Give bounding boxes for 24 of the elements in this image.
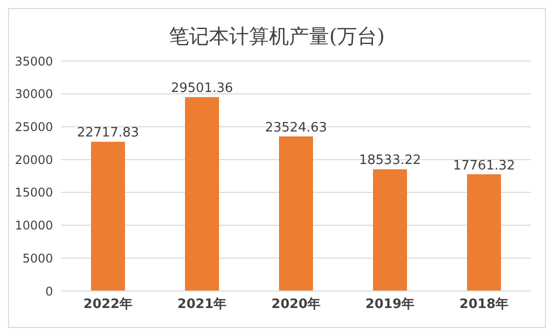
x-tick-label: 2022年 xyxy=(83,297,133,312)
y-tick-label: 10000 xyxy=(14,218,53,233)
data-label: 23524.63 xyxy=(264,120,328,136)
y-tick-label: 35000 xyxy=(14,54,53,68)
y-tick-label: 30000 xyxy=(14,87,53,102)
data-label: 17761.32 xyxy=(452,158,516,174)
x-tick-label: 2019年 xyxy=(365,297,415,312)
bar xyxy=(467,174,501,291)
x-tick-label: 2018年 xyxy=(459,297,509,312)
chart-title: 笔记本计算机产量(万台) xyxy=(168,23,386,50)
bar xyxy=(91,142,125,291)
bar xyxy=(279,136,313,291)
x-tick-label: 2021年 xyxy=(177,297,227,312)
y-tick-label: 15000 xyxy=(14,186,53,200)
y-tick-label: 5000 xyxy=(22,251,53,266)
bar xyxy=(373,169,407,291)
data-label: 29501.36 xyxy=(170,81,234,96)
y-tick-label: 20000 xyxy=(14,152,53,167)
bar xyxy=(185,97,219,291)
data-label: 22717.83 xyxy=(76,126,140,141)
x-tick-label: 2020年 xyxy=(271,297,321,312)
data-label: 18533.22 xyxy=(358,153,422,168)
y-tick-label: 25000 xyxy=(14,120,53,134)
y-tick-label: 0 xyxy=(45,284,53,298)
